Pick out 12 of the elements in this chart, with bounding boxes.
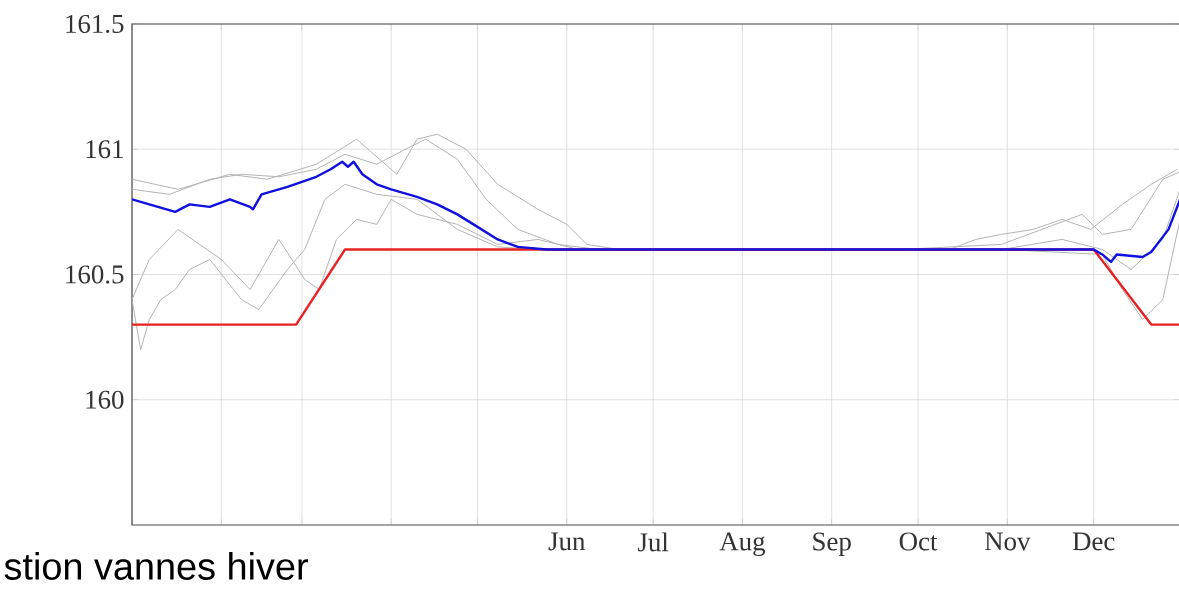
y-tick-label: 160.5	[66, 265, 124, 284]
text: stion vannes hiver	[4, 552, 308, 580]
y-tick-label: 160	[86, 390, 124, 409]
x-tick-label: Sep	[813, 532, 851, 557]
x-tick-label: Aug	[719, 532, 766, 557]
y-tick-label: 161	[86, 140, 123, 159]
x-tick-label: Oct	[899, 532, 938, 551]
x-tick-label: Jun	[548, 532, 586, 551]
x-tick-label: Dec	[1072, 532, 1115, 551]
x-tick-label: Nov	[984, 532, 1031, 551]
x-tick-label: Jul	[638, 532, 669, 552]
y-tick-label: 161.5	[66, 14, 124, 34]
